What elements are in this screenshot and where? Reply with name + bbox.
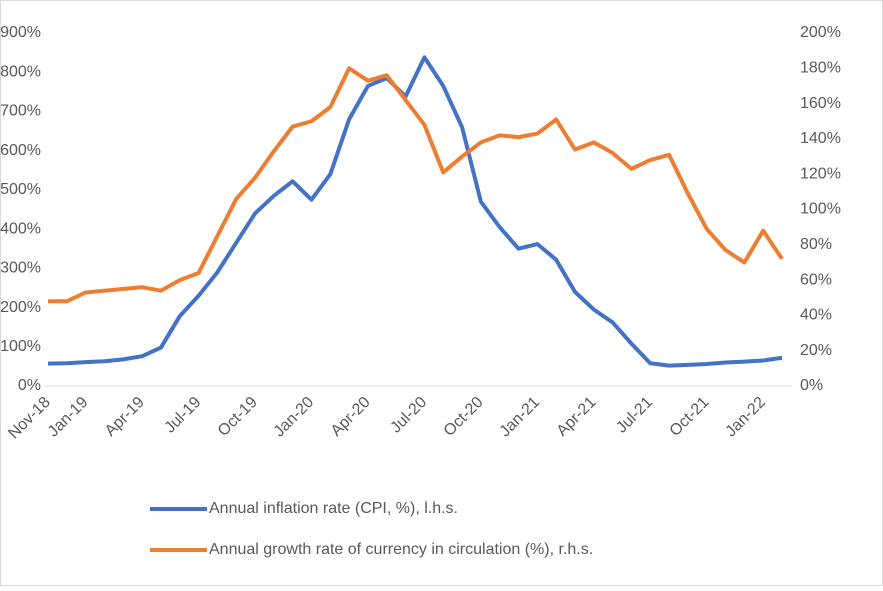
y2-tick-label: 0% — [800, 377, 823, 394]
y2-tick-label: 160% — [800, 95, 841, 112]
y2-tick-label: 40% — [800, 307, 832, 324]
y-tick-label: 400% — [0, 220, 41, 237]
y2-tick-label: 200% — [800, 24, 841, 41]
y-tick-label: 800% — [0, 63, 41, 80]
series-line — [47, 55, 783, 368]
y-tick-label: 300% — [0, 260, 41, 277]
y-tick-label: 200% — [0, 299, 41, 316]
y2-tick-label: 120% — [800, 165, 841, 182]
y2-tick-label: 20% — [800, 342, 832, 359]
y2-tick-label: 60% — [800, 271, 832, 288]
y2-tick-label: 180% — [800, 60, 841, 77]
legend-label: Annual inflation rate (CPI, %), l.h.s. — [209, 500, 458, 517]
y-tick-label: 500% — [0, 181, 41, 198]
y-tick-label: 0% — [18, 377, 41, 394]
y-tick-label: 900% — [0, 24, 41, 41]
y-tick-label: 100% — [0, 338, 41, 355]
legend-label: Annual growth rate of currency in circul… — [209, 541, 593, 558]
series-line — [48, 66, 784, 304]
y2-tick-label: 80% — [800, 236, 832, 253]
y2-tick-label: 100% — [800, 201, 841, 218]
y-tick-label: 700% — [0, 103, 41, 120]
y2-tick-label: 140% — [800, 130, 841, 147]
y-tick-label: 600% — [0, 142, 41, 159]
